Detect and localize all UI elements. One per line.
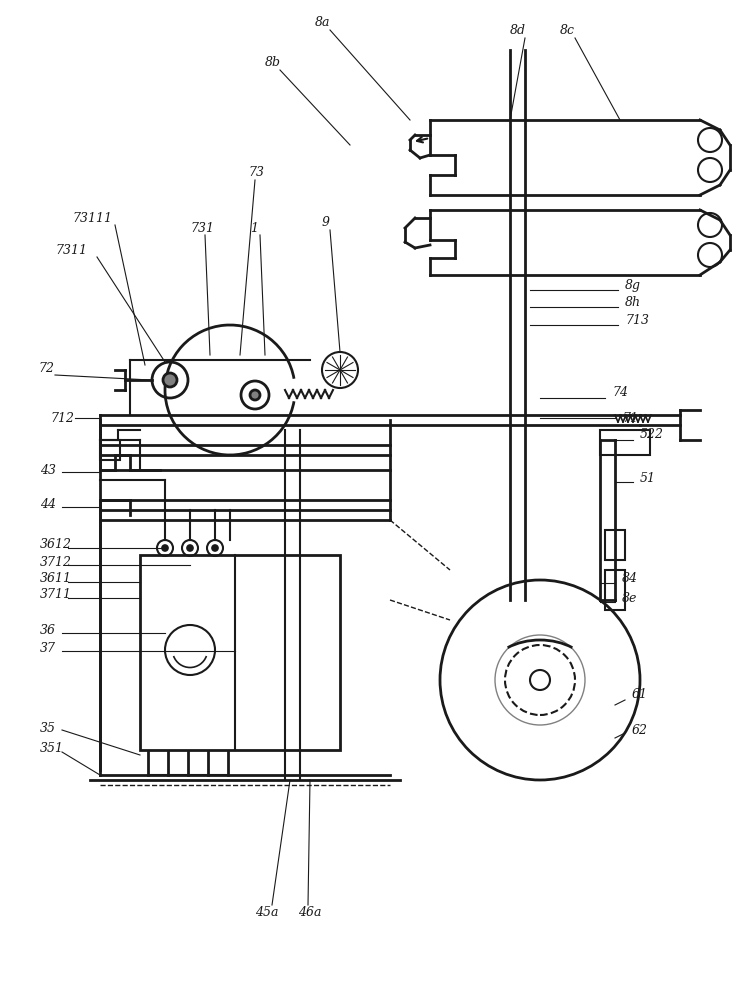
Text: 61: 61 — [632, 688, 648, 702]
Text: 3712: 3712 — [40, 556, 72, 568]
Text: 9: 9 — [322, 216, 330, 229]
Circle shape — [187, 545, 193, 551]
Text: 8d: 8d — [510, 23, 526, 36]
Text: 72: 72 — [38, 361, 54, 374]
Text: 36: 36 — [40, 624, 56, 637]
Text: 522: 522 — [640, 428, 664, 442]
Text: 8h: 8h — [625, 296, 641, 308]
Text: 43: 43 — [40, 464, 56, 477]
Text: 35: 35 — [40, 722, 56, 734]
Text: 8b: 8b — [265, 55, 281, 68]
Text: 44: 44 — [40, 498, 56, 512]
Text: 8c: 8c — [560, 23, 575, 36]
Text: 84: 84 — [622, 572, 638, 584]
Text: 46a: 46a — [298, 906, 322, 918]
Circle shape — [162, 545, 168, 551]
Text: 3711: 3711 — [40, 588, 72, 601]
Circle shape — [163, 373, 177, 387]
Text: 62: 62 — [632, 724, 648, 736]
Text: 712: 712 — [50, 412, 74, 424]
Text: 8a: 8a — [315, 15, 330, 28]
Text: 73111: 73111 — [72, 212, 112, 225]
Bar — [100, 440, 120, 460]
Text: 351: 351 — [40, 742, 64, 754]
Bar — [605, 530, 625, 560]
Text: 51: 51 — [640, 472, 656, 485]
Bar — [605, 570, 625, 610]
Circle shape — [250, 390, 260, 400]
Text: 74: 74 — [612, 386, 628, 399]
Text: 1: 1 — [250, 222, 258, 234]
Text: 3612: 3612 — [40, 538, 72, 552]
Text: 45a: 45a — [255, 906, 278, 918]
Text: 713: 713 — [625, 314, 649, 326]
Text: 73: 73 — [248, 166, 264, 180]
Text: 731: 731 — [190, 222, 214, 234]
Text: 37: 37 — [40, 642, 56, 654]
Text: 71: 71 — [622, 412, 638, 424]
Bar — [600, 430, 650, 455]
Text: 7311: 7311 — [55, 243, 87, 256]
Bar — [140, 555, 340, 750]
Text: 3611: 3611 — [40, 572, 72, 584]
Text: 8e: 8e — [622, 591, 638, 604]
Text: 8g: 8g — [625, 278, 641, 292]
Circle shape — [212, 545, 218, 551]
